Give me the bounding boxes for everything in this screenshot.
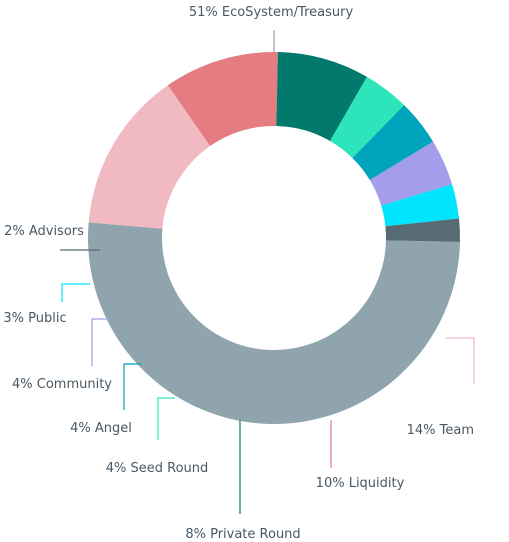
slice-seed-round — [330, 76, 405, 158]
slice-angel — [352, 105, 434, 180]
slice-label: 10% Liquidity — [316, 476, 405, 491]
slice-label: 4% Seed Round — [106, 461, 209, 476]
donut-slices — [87, 52, 461, 425]
slice-label: 14% Team — [407, 423, 474, 438]
slice-liquidity — [167, 52, 278, 147]
slice-team — [88, 85, 211, 229]
leader-line — [91, 318, 109, 366]
slice-public — [381, 184, 459, 227]
slice-private-round — [276, 52, 367, 142]
slice-labels: 51% EcoSystem/Treasury 14% Team 10% Liquid… — [3, 5, 474, 542]
slice-ecosystem-treasury — [87, 222, 460, 425]
leader-line — [157, 397, 175, 440]
slice-label: 51% EcoSystem/Treasury — [189, 5, 354, 20]
leader-line — [446, 337, 475, 384]
slice-label: 2% Advisors — [4, 224, 84, 239]
slice-label: 3% Public — [3, 311, 66, 326]
slice-label: 4% Community — [12, 377, 112, 392]
leader-line — [61, 283, 90, 302]
slice-label: 4% Angel — [70, 421, 132, 436]
slice-label: 8% Private Round — [185, 527, 300, 542]
slice-community — [369, 141, 453, 206]
leader-line — [123, 363, 141, 410]
slice-advisors — [385, 218, 461, 242]
leader-lines — [60, 30, 475, 514]
